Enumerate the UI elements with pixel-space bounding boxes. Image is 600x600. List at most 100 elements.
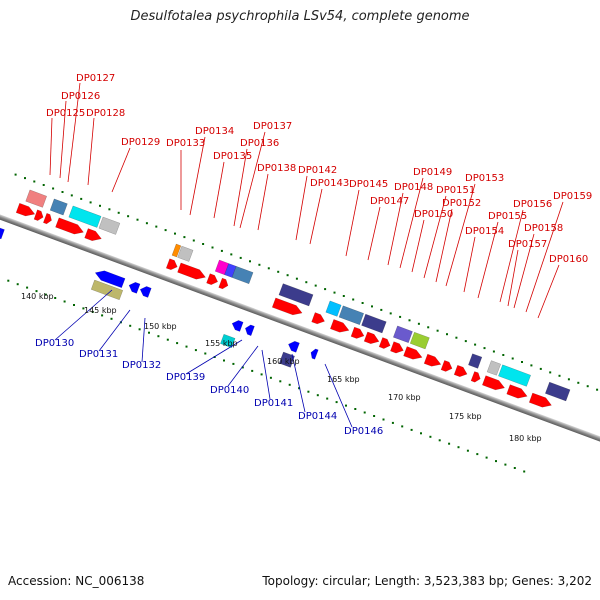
tick-dot: [183, 236, 186, 239]
tick-dot: [363, 411, 366, 414]
gene-label[interactable]: DP0158: [524, 223, 563, 234]
gene-label[interactable]: DP0141: [254, 398, 293, 409]
forward-gene-arrow: [423, 353, 442, 367]
tick-dot: [7, 279, 10, 282]
gene-label[interactable]: DP0128: [86, 108, 125, 119]
feature-box: [98, 216, 121, 235]
tick-dot: [530, 364, 533, 367]
tick-dot: [70, 194, 73, 197]
forward-gene-arrow: [506, 384, 528, 399]
gene-label[interactable]: DP0135: [213, 151, 252, 162]
forward-gene-arrow: [453, 364, 468, 377]
feature-box: [361, 313, 387, 334]
gene-label[interactable]: DP0159: [553, 191, 592, 202]
gene-label[interactable]: DP0140: [210, 385, 249, 396]
gene-label[interactable]: DP0144: [298, 411, 337, 422]
feature-box: [486, 360, 502, 376]
leader-line: [423, 195, 447, 279]
tick-dot: [220, 249, 223, 252]
gene-label[interactable]: DP0153: [465, 173, 504, 184]
feature-box: [220, 333, 236, 349]
gene-label[interactable]: DP0156: [513, 199, 552, 210]
forward-gene-arrow: [390, 341, 404, 354]
kbp-label: 165 kbp: [327, 375, 360, 384]
gene-label[interactable]: DP0145: [349, 179, 388, 190]
gene-label[interactable]: DP0155: [488, 211, 527, 222]
leader-line: [67, 82, 81, 183]
gene-label[interactable]: DP0151: [436, 185, 475, 196]
gene-label[interactable]: DP0126: [61, 91, 100, 102]
gene-label[interactable]: DP0125: [46, 108, 85, 119]
feature-box: [25, 189, 48, 208]
gene-label[interactable]: DP0133: [166, 138, 205, 149]
tick-dot: [326, 397, 329, 400]
tick-dot: [288, 383, 291, 386]
gene-label[interactable]: DP0130: [35, 338, 74, 349]
gene-label[interactable]: DP0142: [298, 165, 337, 176]
gene-label[interactable]: DP0136: [240, 138, 279, 149]
tick-dot: [230, 253, 233, 256]
gene-label[interactable]: DP0131: [79, 349, 118, 360]
kbp-label: 180 kbp: [509, 434, 542, 443]
forward-gene-arrow: [33, 209, 44, 221]
leader-line: [291, 353, 306, 413]
leader-line: [261, 349, 271, 400]
tick-dot: [521, 361, 523, 363]
leader-line: [345, 189, 360, 257]
leader-line: [324, 363, 353, 428]
gene-label[interactable]: DP0160: [549, 254, 588, 265]
gene-label[interactable]: DP0143: [310, 178, 349, 189]
kbp-label: 160 kbp: [267, 357, 300, 366]
tick-dot: [354, 408, 357, 410]
tick-dot: [26, 286, 29, 289]
tick-dot: [52, 187, 55, 190]
leader-line: [239, 131, 266, 229]
gene-label[interactable]: DP0147: [370, 196, 409, 207]
tick-dot: [567, 378, 570, 381]
kbp-label: 155 kbp: [205, 339, 238, 348]
tick-dot: [345, 404, 347, 407]
tick-dot: [523, 470, 526, 473]
leader-line: [98, 309, 131, 352]
tick-dot: [410, 428, 413, 431]
forward-gene-arrow: [165, 258, 178, 271]
tick-dot: [148, 331, 150, 334]
gene-label[interactable]: DP0137: [253, 121, 292, 132]
feature-box: [90, 279, 124, 301]
gene-label[interactable]: DP0134: [195, 126, 234, 137]
gene-label[interactable]: DP0148: [394, 182, 433, 193]
tick-dot: [417, 322, 420, 325]
leader-line: [387, 192, 404, 266]
gene-label[interactable]: DP0154: [465, 226, 504, 237]
tick-dot: [408, 319, 411, 322]
feature-box: [49, 198, 68, 216]
tick-dot: [211, 246, 214, 249]
top-gene-labels: DP0125 DP0126 DP0127 DP0128 DP0129 DP013…: [46, 73, 592, 265]
gene-label[interactable]: DP0127: [76, 73, 115, 84]
gene-label[interactable]: DP0149: [413, 167, 452, 178]
kbp-label: 140 kbp: [21, 292, 54, 301]
tick-dot: [157, 335, 160, 338]
gene-label[interactable]: DP0138: [257, 163, 296, 174]
forward-gene-arrow: [177, 262, 206, 280]
tick-dot: [286, 274, 289, 277]
tick-dot: [63, 300, 66, 303]
tick-dot: [138, 328, 141, 331]
leader-line: [54, 289, 113, 341]
gene-label[interactable]: DP0146: [344, 426, 383, 437]
gene-label[interactable]: DP0152: [442, 198, 481, 209]
tick-dot: [127, 215, 130, 218]
gene-label[interactable]: DP0139: [166, 372, 205, 383]
gene-label[interactable]: DP0129: [121, 137, 160, 148]
gene-label[interactable]: DP0157: [508, 239, 547, 250]
forward-gene-arrow: [84, 228, 102, 241]
forward-gene-arrow: [378, 337, 391, 349]
tick-dot: [577, 381, 580, 384]
kbp-label: 145 kbp: [84, 306, 117, 315]
reverse-gene-arrow: [231, 320, 244, 332]
leader-line: [499, 209, 524, 303]
forward-gene-arrow: [271, 297, 303, 316]
gene-label[interactable]: DP0132: [122, 360, 161, 371]
forward-gene-arrow: [350, 326, 365, 339]
gene-label[interactable]: DP0150: [414, 209, 453, 220]
